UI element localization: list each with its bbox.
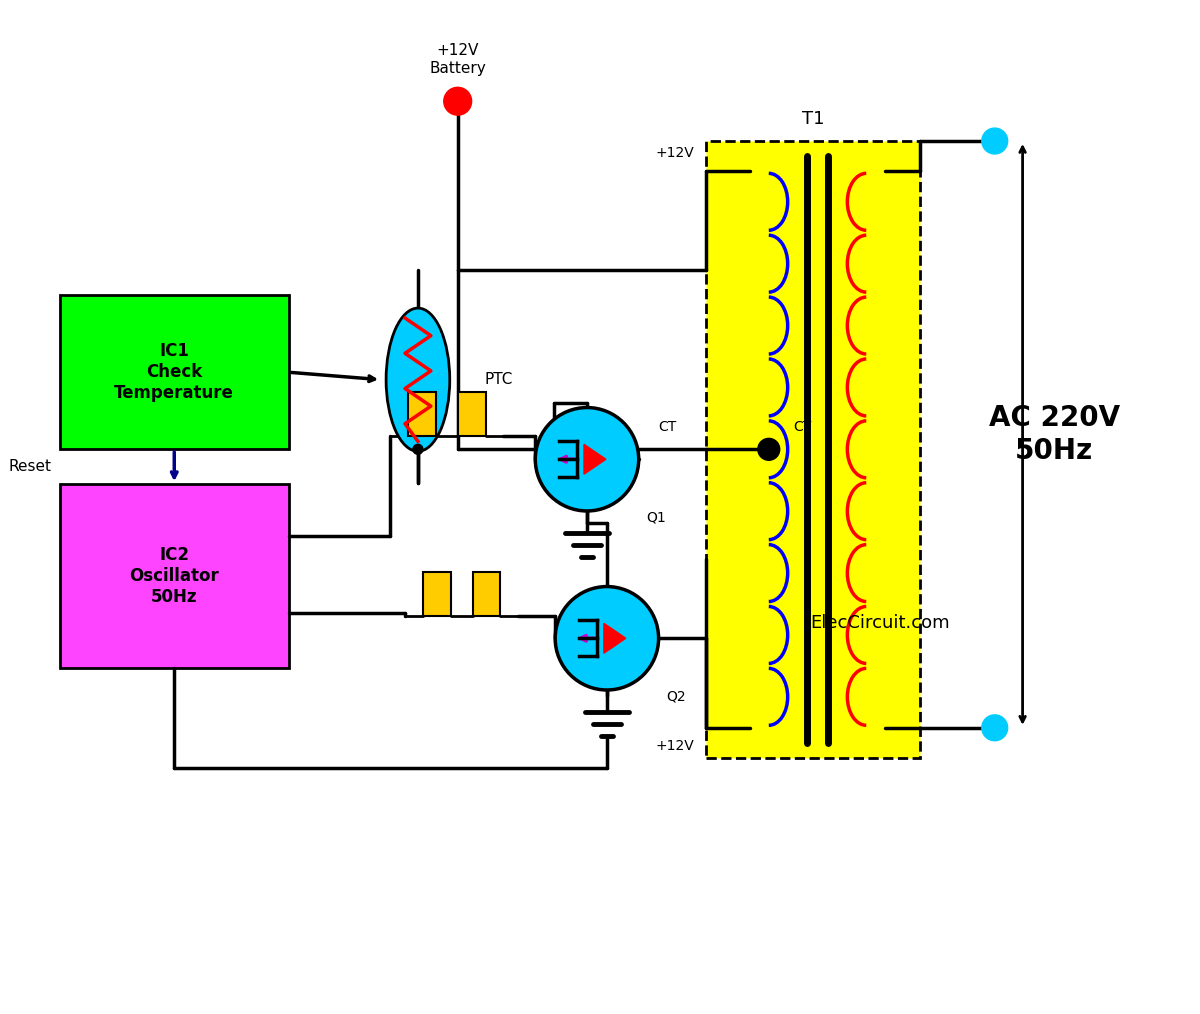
Text: Q1: Q1 xyxy=(647,511,666,525)
Circle shape xyxy=(535,408,638,511)
Bar xyxy=(60,484,289,668)
Text: +12V
Battery: +12V Battery xyxy=(430,44,486,76)
Text: IC1
Check
Temperature: IC1 Check Temperature xyxy=(114,343,234,402)
Circle shape xyxy=(556,586,659,690)
Bar xyxy=(60,295,289,449)
Text: IC2
Oscillator
50Hz: IC2 Oscillator 50Hz xyxy=(130,547,220,606)
Circle shape xyxy=(758,438,780,460)
Circle shape xyxy=(413,444,422,454)
Circle shape xyxy=(982,128,1008,154)
Circle shape xyxy=(444,87,472,116)
Text: +12V: +12V xyxy=(655,146,695,160)
Bar xyxy=(473,572,500,617)
Bar xyxy=(707,141,920,757)
Circle shape xyxy=(982,715,1008,740)
Text: +12V: +12V xyxy=(655,738,695,752)
Text: AC 220V
50Hz: AC 220V 50Hz xyxy=(989,405,1120,464)
Text: CT: CT xyxy=(793,421,812,434)
Text: Q2: Q2 xyxy=(666,690,686,704)
Text: Reset: Reset xyxy=(8,459,52,475)
Bar xyxy=(422,572,451,617)
Text: T1: T1 xyxy=(802,111,824,128)
Polygon shape xyxy=(584,444,606,475)
Bar xyxy=(457,391,486,436)
Bar xyxy=(408,391,436,436)
Polygon shape xyxy=(604,624,625,653)
Ellipse shape xyxy=(386,308,450,451)
Text: CT: CT xyxy=(659,421,677,434)
Text: ElecCircuit.com: ElecCircuit.com xyxy=(810,614,950,633)
Text: PTC: PTC xyxy=(485,372,512,387)
